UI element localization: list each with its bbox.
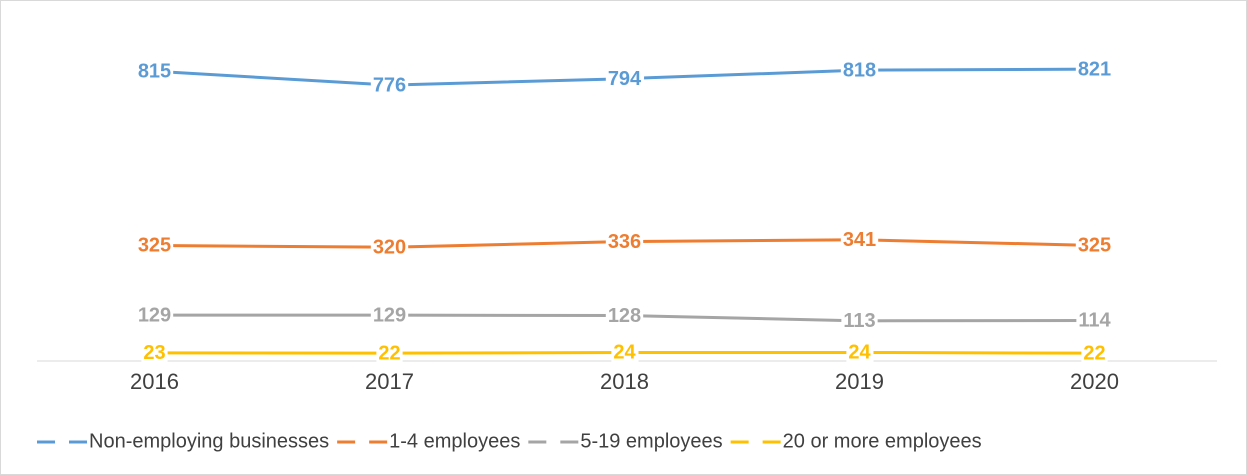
data-label-group: 325 [135,234,174,257]
data-label-bg [840,59,879,82]
data-label-bg [141,342,168,365]
data-label-group: 821 [1075,58,1114,81]
x-tick-label: 2016 [130,369,179,394]
x-tick-label: 2017 [365,369,414,394]
x-tick-label: 2019 [835,369,884,394]
data-label-group: 129 [370,304,409,327]
data-label: 129 [373,304,406,326]
data-label-group: 128 [605,304,644,327]
data-label: 794 [608,68,642,90]
data-label-bg [1076,309,1114,332]
data-label-group: 818 [840,59,879,82]
data-label-bg [841,310,878,333]
data-label-bg [135,304,174,327]
data-label-group: 22 [1081,342,1108,365]
data-label-group: 776 [370,74,409,97]
data-label-bg [370,236,409,259]
data-label: 22 [1083,342,1105,364]
data-label-bg [376,342,403,365]
data-label-bg [135,60,174,83]
data-label-bg [846,341,874,364]
data-label: 320 [373,237,406,259]
data-label: 325 [138,235,171,257]
data-label-group: 24 [611,341,639,364]
data-label: 114 [1078,310,1111,332]
data-label-bg [135,234,174,257]
data-label: 113 [843,310,875,332]
data-label-group: 114 [1076,309,1114,332]
data-label: 23 [143,342,165,364]
data-label-bg [611,341,639,364]
data-label: 336 [608,231,641,253]
data-label-bg [605,304,644,327]
legend-label: Non-employing businesses [89,430,329,452]
legend-label: 5-19 employees [580,430,722,452]
data-label-group: 24 [846,341,874,364]
data-label: 815 [138,61,171,83]
data-label: 129 [138,304,171,326]
data-label-bg [1075,58,1114,81]
data-label-group: 22 [376,342,403,365]
data-label: 128 [608,305,641,327]
data-label: 24 [613,342,636,364]
data-label-group: 794 [605,67,645,90]
x-tick-label: 2018 [600,369,649,394]
data-label-bg [1081,342,1108,365]
legend-label: 1-4 employees [389,430,520,452]
data-label-group: 320 [370,236,409,259]
data-label-group: 341 [840,229,879,252]
data-label: 821 [1078,58,1111,80]
data-label: 776 [373,74,406,96]
data-label-group: 815 [135,60,174,83]
data-label-group: 129 [135,304,174,327]
data-label-group: 325 [1075,234,1114,257]
data-label: 341 [843,229,876,251]
data-label-group: 113 [841,310,878,333]
data-label-bg [1075,234,1114,257]
x-tick-label: 2020 [1070,369,1119,394]
data-label-group: 23 [141,342,168,365]
data-label-bg [370,304,409,327]
data-label: 24 [848,342,871,364]
legend-label: 20 or more employees [783,430,982,452]
data-label: 818 [843,59,876,81]
data-label-bg [370,74,409,97]
data-label-group: 336 [605,230,644,253]
data-label-bg [840,229,879,252]
data-label: 325 [1078,235,1111,257]
data-label-bg [605,67,645,90]
data-label: 22 [378,342,400,364]
data-label-bg [605,230,644,253]
